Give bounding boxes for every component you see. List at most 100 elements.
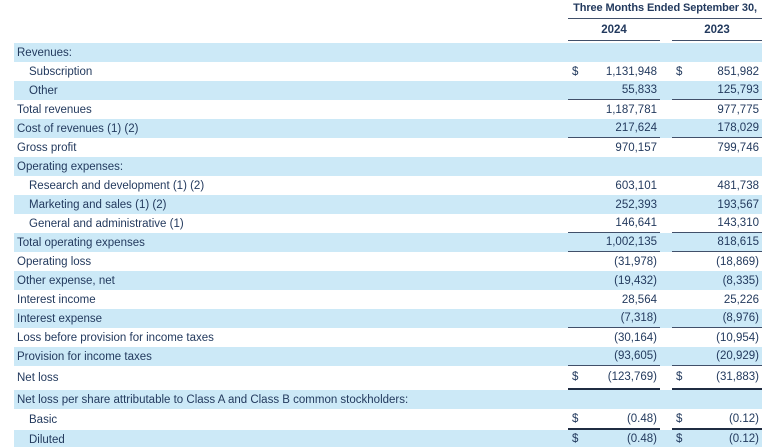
column-gap <box>660 62 672 81</box>
cell-value: (93,605) <box>572 350 657 362</box>
column-gap <box>660 430 672 447</box>
value-cell-2024: $(0.48) <box>568 430 660 447</box>
column-gap <box>660 195 672 214</box>
cell-value: (18,869) <box>676 256 759 268</box>
value-cell-2023: $(0.12) <box>672 409 762 430</box>
value-cell-2023: 125,793 <box>672 81 762 100</box>
value-cell-2024: $(123,769) <box>568 366 660 390</box>
table-row: Other55,833 125,793 <box>14 81 762 100</box>
table-row: Research and development (1) (2)603,1014… <box>14 176 762 195</box>
table-row: Total revenues1,187,781 977,775 <box>14 100 762 119</box>
table-row: Operating loss (31,978) (18,869) <box>14 252 762 271</box>
value-cell-2024: (30,164) <box>568 328 660 347</box>
table-row: Marketing and sales (1) (2)252,393 193,56… <box>14 195 762 214</box>
cell-value: 1,131,948 <box>578 66 657 78</box>
cell-value: 217,624 <box>572 122 657 134</box>
value-cell-2024 <box>568 43 660 62</box>
value-cell-2024: (7,318) <box>568 309 660 328</box>
cell-value: (20,929) <box>676 350 759 362</box>
column-gap <box>660 81 672 100</box>
row-label: Research and development (1) (2) <box>14 176 568 195</box>
value-cell-2023: 178,029 <box>672 119 762 138</box>
value-cell-2024 <box>568 390 660 409</box>
table-row: Loss before provision for income taxes(3… <box>14 328 762 347</box>
value-cell-2023: $851,982 <box>672 62 762 81</box>
value-cell-2023: (20,929) <box>672 347 762 366</box>
value-cell-2024 <box>568 157 660 176</box>
column-gap <box>660 100 672 119</box>
column-gap <box>660 176 672 195</box>
row-label: Other <box>14 81 568 100</box>
column-gap <box>660 43 672 62</box>
cell-value: (8,335) <box>676 275 759 287</box>
value-cell-2023 <box>672 390 762 409</box>
value-cell-2024: 252,393 <box>568 195 660 214</box>
cell-value: 603,101 <box>572 180 657 192</box>
value-cell-2023: 799,746 <box>672 138 762 157</box>
row-label: Basic <box>14 409 568 430</box>
year-columns: 2024 2023 <box>568 19 762 41</box>
cell-value: (19,432) <box>572 275 657 287</box>
column-gap <box>660 366 672 390</box>
value-cell-2023 <box>672 157 762 176</box>
value-cell-2024: 55,833 <box>568 81 660 100</box>
value-cell-2023: (10,954) <box>672 328 762 347</box>
cell-value: 977,775 <box>676 104 759 116</box>
row-label: Operating loss <box>14 252 568 271</box>
row-label: Other expense, net <box>14 271 568 290</box>
value-cell-2023: $(31,883) <box>672 366 762 390</box>
table-row: Net loss per share attributable to Class… <box>14 390 762 409</box>
cell-value: (0.48) <box>578 433 657 445</box>
column-gap <box>660 347 672 366</box>
column-gap <box>660 119 672 138</box>
value-cell-2024: $(0.48) <box>568 409 660 430</box>
value-cell-2024: $1,131,948 <box>568 62 660 81</box>
column-gap <box>660 214 672 233</box>
row-label: Diluted <box>14 430 568 447</box>
cell-value: 125,793 <box>676 84 759 96</box>
cell-value: (31,883) <box>682 371 759 383</box>
value-cell-2024: 1,002,135 <box>568 233 660 252</box>
table-row: General and administrative (1)146,641143… <box>14 214 762 233</box>
period-header-label: Three Months Ended September 30, <box>568 0 762 19</box>
cell-value: (7,318) <box>572 312 657 324</box>
table-row: Basic$(0.48) $(0.12) <box>14 409 762 430</box>
value-cell-2024: 28,564 <box>568 290 660 309</box>
row-label: Loss before provision for income taxes <box>14 328 568 347</box>
value-cell-2024: 1,187,781 <box>568 100 660 119</box>
value-cell-2024: 146,641 <box>568 214 660 233</box>
value-cell-2023: 143,310 <box>672 214 762 233</box>
column-gap <box>660 19 672 41</box>
column-gap <box>660 271 672 290</box>
row-label: Total revenues <box>14 100 568 119</box>
table-row: Interest expense(7,318)(8,976) <box>14 309 762 328</box>
value-cell-2024: 970,157 <box>568 138 660 157</box>
value-cell-2024: 603,101 <box>568 176 660 195</box>
cell-value: 818,615 <box>676 236 759 248</box>
cell-value: (31,978) <box>572 256 657 268</box>
table-row: Interest income28,56425,226 <box>14 290 762 309</box>
value-cell-2024: 217,624 <box>568 119 660 138</box>
cell-value: (0.48) <box>578 413 657 425</box>
cell-value: 799,746 <box>676 142 759 154</box>
column-header-2024: 2024 <box>568 19 660 41</box>
value-cell-2023: 818,615 <box>672 233 762 252</box>
table-row: Provision for income taxes(93,605)(20,92… <box>14 347 762 366</box>
value-cell-2023: 193,567 <box>672 195 762 214</box>
cell-value: (10,954) <box>676 332 759 344</box>
cell-value: 851,982 <box>682 66 759 78</box>
value-cell-2024: (31,978) <box>568 252 660 271</box>
value-cell-2023: 25,226 <box>672 290 762 309</box>
column-header-2023: 2023 <box>672 19 762 41</box>
value-cell-2023: (8,335) <box>672 271 762 290</box>
column-gap <box>660 390 672 409</box>
row-label: Marketing and sales (1) (2) <box>14 195 568 214</box>
row-label: Interest expense <box>14 309 568 328</box>
column-gap <box>660 252 672 271</box>
cell-value: 178,029 <box>676 122 759 134</box>
value-cell-2023: 977,775 <box>672 100 762 119</box>
value-cell-2023 <box>672 43 762 62</box>
row-label: Gross profit <box>14 138 568 157</box>
table-row: Revenues: <box>14 43 762 62</box>
cell-value: 970,157 <box>572 142 657 154</box>
